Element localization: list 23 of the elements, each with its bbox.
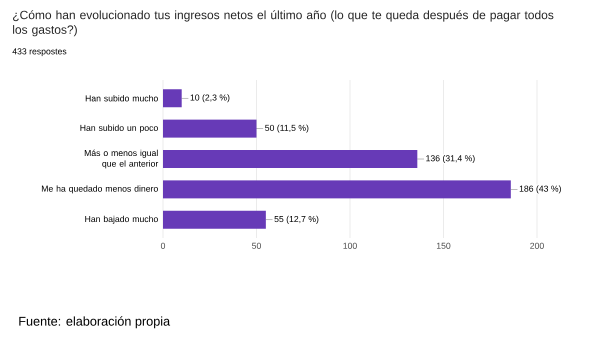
y-tick-label: Me ha quedado menos dinero	[42, 185, 158, 194]
bar	[163, 180, 511, 198]
data-label: 136 (31,4 %)	[426, 154, 475, 164]
data-label: 50 (11,5 %)	[265, 124, 308, 133]
data-label: 10 (2,3 %)	[190, 94, 230, 102]
x-tick-label: 150	[436, 242, 450, 249]
y-tick-label: Han subido un poco	[80, 124, 158, 133]
data-label: 186 (43 %)	[520, 185, 561, 194]
y-tick-label: Han bajado mucho	[85, 216, 158, 224]
x-tick-label: 0	[160, 242, 166, 249]
source-note: Fuente: elaboración propia	[19, 316, 170, 328]
bar	[163, 89, 182, 108]
text: 433 respostes	[12, 48, 66, 56]
bar	[163, 210, 266, 229]
data-label: 55 (12,7 %)	[274, 216, 318, 224]
x-tick-label: 50	[252, 242, 261, 249]
chart-title: ¿Cómo han evolucionado tus ingresos netos el último año (lo que te queda después de pagar todos los gastos?)	[13, 10, 554, 36]
bar	[163, 120, 256, 138]
y-tick-label: Más o menos igual que el anterior	[84, 150, 158, 168]
y-tick-label: Han subido mucho	[86, 95, 158, 102]
x-tick-label: 100	[343, 242, 357, 249]
bar	[163, 150, 418, 168]
x-tick-label: 200	[530, 242, 544, 249]
